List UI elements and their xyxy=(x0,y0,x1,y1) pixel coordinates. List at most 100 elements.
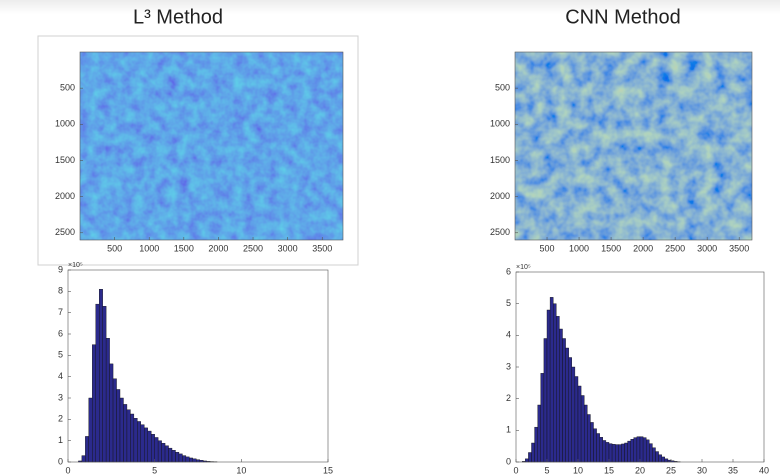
histogram-bar xyxy=(562,338,566,463)
x-tick-label: 3000 xyxy=(697,243,717,253)
histogram-bar xyxy=(531,442,535,463)
x-tick-label: 30 xyxy=(697,465,707,475)
x-tick-label: 1500 xyxy=(601,243,621,253)
x-tick-label: 3500 xyxy=(312,243,332,253)
axes-frame xyxy=(514,51,753,241)
y-tick-label: 5 xyxy=(506,298,511,308)
histogram-bar xyxy=(140,424,145,463)
y-tick-label: 500 xyxy=(495,83,510,93)
histogram-bar xyxy=(587,414,591,463)
histogram-bar xyxy=(123,404,128,463)
x-tick-label: 500 xyxy=(540,243,555,253)
y-tick-label: 9 xyxy=(58,264,63,274)
histogram-bar xyxy=(133,418,138,463)
histogram-bar xyxy=(88,397,93,463)
histogram-bar xyxy=(584,404,588,463)
histogram-bar xyxy=(593,428,597,463)
histogram-bar xyxy=(664,458,669,463)
heatmap-texture xyxy=(515,52,752,240)
chart-title: CNN Method xyxy=(565,6,681,28)
histogram-bar xyxy=(92,344,96,463)
y-tick-label: 2500 xyxy=(490,227,510,237)
histogram-bar xyxy=(126,409,131,463)
histogram-bar xyxy=(154,437,159,463)
histogram-bar xyxy=(81,455,86,463)
histogram-bar xyxy=(655,451,659,463)
chart-title: L³ Method xyxy=(133,6,223,28)
histogram-bar xyxy=(633,437,638,463)
histogram-bar xyxy=(150,434,155,463)
histogram-bar xyxy=(658,454,662,463)
histogram-bar xyxy=(580,395,585,463)
histogram-bar xyxy=(639,436,644,463)
histogram-bar xyxy=(599,437,604,463)
histogram-bar xyxy=(537,404,542,463)
y-tick-label: 5 xyxy=(58,350,63,360)
y-tick-label: 3 xyxy=(58,392,63,402)
histogram-bar xyxy=(574,376,579,463)
x-tick-label: 5 xyxy=(544,465,549,475)
y-tick-label: 8 xyxy=(58,286,63,296)
y-tick-label: 1500 xyxy=(55,155,75,165)
x-tick-label: 10 xyxy=(236,465,246,475)
x-tick-label: 2000 xyxy=(208,243,228,253)
histogram-bar xyxy=(649,443,653,463)
histogram-bar xyxy=(605,442,610,463)
histogram-bar xyxy=(556,316,560,463)
histogram-bar xyxy=(182,455,187,463)
x-tick-label: 2500 xyxy=(665,243,685,253)
histogram-bar xyxy=(196,459,200,463)
histogram-bar xyxy=(105,338,110,463)
histogram-bar xyxy=(189,457,193,463)
x-tick-label: 1000 xyxy=(139,243,159,253)
y-tick-label: 2500 xyxy=(55,227,75,237)
histogram-bar xyxy=(168,447,173,463)
histogram-bar xyxy=(636,436,641,463)
histogram-bar xyxy=(171,450,176,463)
histogram-bar xyxy=(161,443,166,463)
histogram-bar xyxy=(661,456,666,463)
histogram-bar xyxy=(175,451,180,463)
histogram-bar xyxy=(565,347,569,463)
histogram-bar xyxy=(540,373,545,463)
y-tick-label: 2 xyxy=(58,414,63,424)
y-tick-label: 7 xyxy=(58,307,63,317)
y-tick-label: 6 xyxy=(506,266,511,276)
histogram-bar xyxy=(627,440,631,463)
y-tick-label: 2000 xyxy=(55,191,75,201)
histogram-bar xyxy=(164,445,169,463)
x-tick-label: 1500 xyxy=(174,243,194,253)
x-tick-label: 20 xyxy=(635,465,645,475)
x-tick-label: 3000 xyxy=(278,243,298,253)
histogram-bar xyxy=(553,303,557,463)
image-frame xyxy=(37,35,359,266)
top-shade xyxy=(0,0,780,14)
histogram-bar xyxy=(577,385,582,463)
y-tick-label: 6 xyxy=(58,328,63,338)
y-tick-label: 1 xyxy=(58,435,63,445)
x-tick-label: 0 xyxy=(65,465,70,475)
y-tick-label: 4 xyxy=(58,371,63,381)
y-tick-label: 2 xyxy=(506,393,511,403)
x-tick-label: 5 xyxy=(152,465,157,475)
histogram-bar xyxy=(646,439,650,463)
x-tick-label: 0 xyxy=(513,465,518,475)
x-tick-label: 2500 xyxy=(243,243,263,253)
x-tick-label: 40 xyxy=(759,465,769,475)
histogram-bar xyxy=(112,378,117,463)
histogram-bar xyxy=(95,303,100,463)
y-tick-label: 1000 xyxy=(490,119,510,129)
y-tick-label: 0 xyxy=(58,456,63,466)
histogram-bar xyxy=(178,453,183,463)
histogram-bar xyxy=(147,430,152,463)
histogram-bar xyxy=(157,440,162,463)
histogram-bar xyxy=(116,389,121,463)
histogram-bar xyxy=(543,338,548,463)
x-tick-label: 25 xyxy=(666,465,676,475)
y-tick-label: 3 xyxy=(506,361,511,371)
axes-frame xyxy=(67,269,329,463)
x-tick-label: 1000 xyxy=(569,243,589,253)
histogram-bar xyxy=(596,433,600,463)
histogram-bar xyxy=(590,422,594,463)
